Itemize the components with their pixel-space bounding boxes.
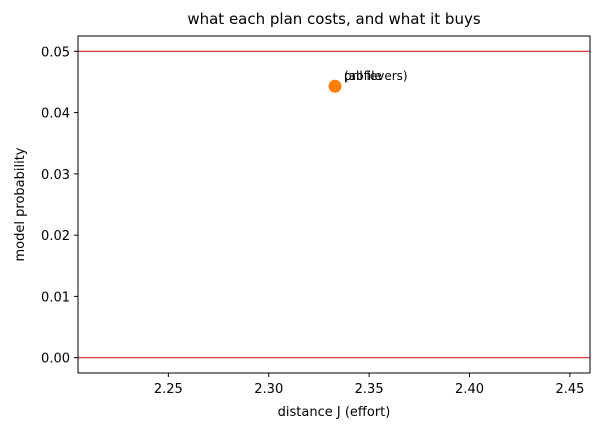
x-tick-label: 2.40 bbox=[455, 382, 484, 397]
y-tick-label: 0.04 bbox=[41, 107, 70, 122]
x-axis-label: distance J (effort) bbox=[278, 405, 391, 420]
y-axis-ticks: 0.00 0.01 0.02 0.03 0.04 0.05 bbox=[41, 45, 78, 367]
plot-frame bbox=[77, 35, 591, 374]
annotation-label-1: profile bbox=[344, 69, 382, 83]
y-tick-label: 0.00 bbox=[41, 352, 70, 367]
chart-title: what each plan costs, and what it buys bbox=[187, 10, 481, 28]
x-tick-label: 2.25 bbox=[154, 382, 183, 397]
x-tick-label: 2.45 bbox=[555, 382, 584, 397]
y-axis-label: model probability bbox=[13, 147, 28, 261]
y-tick-label: 0.03 bbox=[41, 168, 70, 183]
x-axis-ticks: 2.25 2.30 2.35 2.40 2.45 bbox=[154, 373, 584, 397]
data-point bbox=[328, 79, 342, 93]
x-tick-label: 2.35 bbox=[355, 382, 384, 397]
y-tick-label: 0.05 bbox=[41, 45, 70, 60]
annotations: (all levers)profile bbox=[344, 69, 408, 83]
annotation-label-0: (all levers) bbox=[344, 69, 408, 83]
x-tick-label: 2.30 bbox=[254, 382, 283, 397]
reference-lines bbox=[78, 50, 590, 359]
y-tick-label: 0.01 bbox=[41, 290, 70, 305]
data-points bbox=[328, 79, 342, 93]
y-tick-label: 0.02 bbox=[41, 229, 70, 244]
